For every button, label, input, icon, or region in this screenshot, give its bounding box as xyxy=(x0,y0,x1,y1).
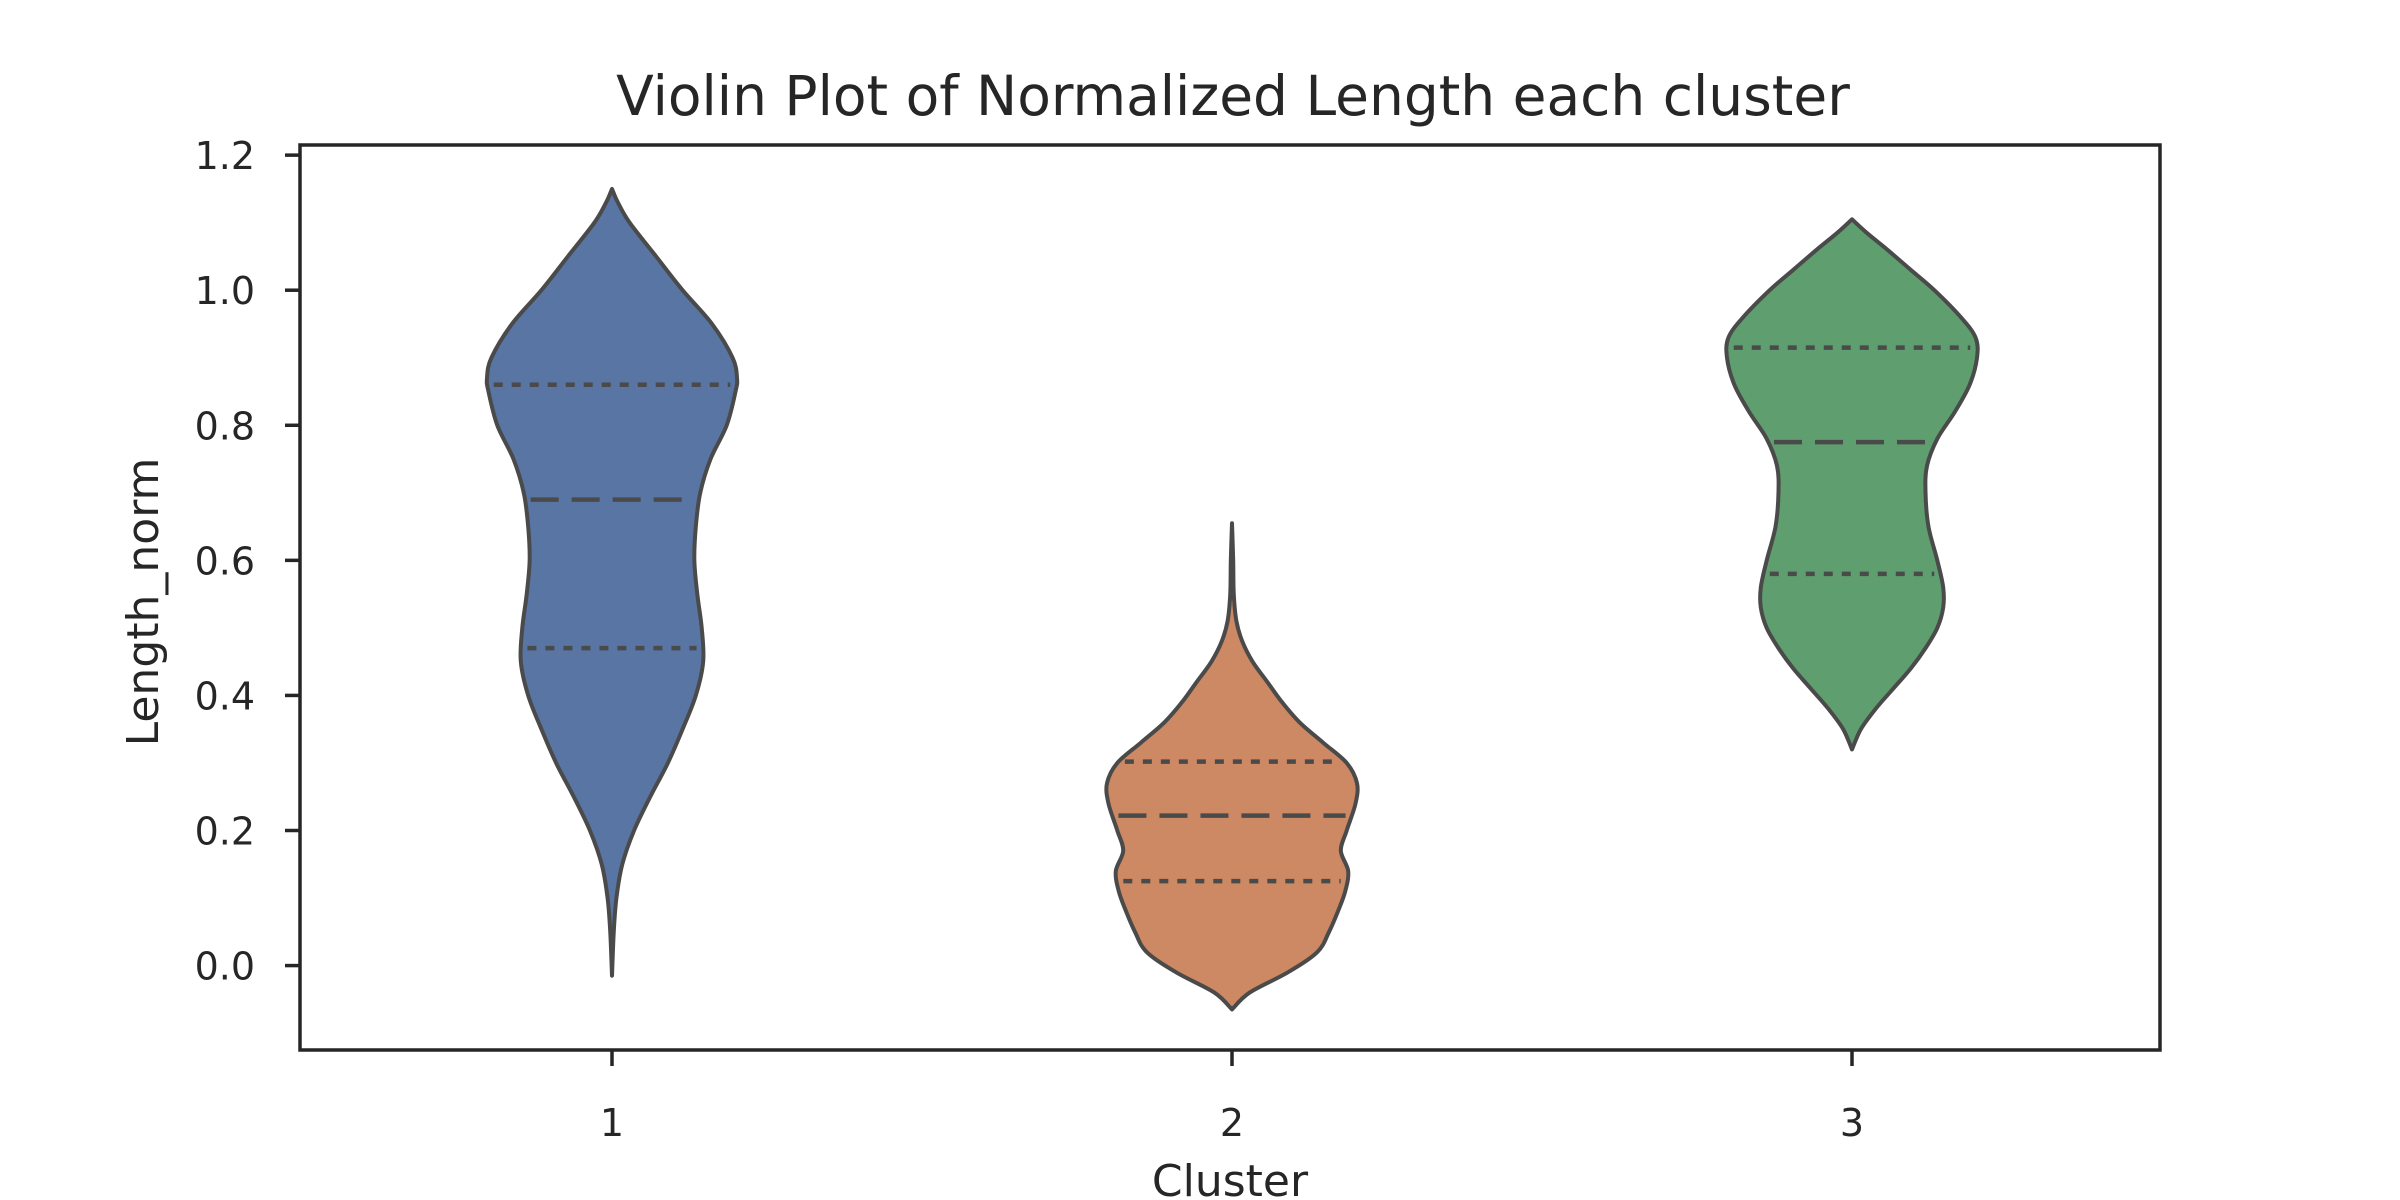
x-tick-label: 1 xyxy=(600,1101,624,1145)
x-tick-label: 2 xyxy=(1220,1101,1244,1145)
plot-frame xyxy=(298,143,2162,1052)
y-tick-label: 0.4 xyxy=(195,674,255,718)
violin-body-2 xyxy=(1104,521,1360,1012)
x-tick-label: 3 xyxy=(1840,1101,1864,1145)
y-tick-label: 0.8 xyxy=(195,404,255,448)
plot-area xyxy=(484,186,1980,1012)
y-tick-label: 1.0 xyxy=(195,269,255,313)
violin-cluster-1 xyxy=(484,186,740,978)
y-tick-label: 0.6 xyxy=(195,539,255,583)
y-tick-label: 0.2 xyxy=(195,810,255,854)
y-tick-label: 0.0 xyxy=(195,945,255,989)
y-axis-label: Length_norm xyxy=(118,458,169,747)
y-tick-label: 1.2 xyxy=(195,134,255,178)
violin-body-3 xyxy=(1724,217,1980,752)
chart-title: Violin Plot of Normalized Length each cl… xyxy=(616,64,1850,128)
violin-cluster-2 xyxy=(1104,521,1360,1012)
y-axis: 0.0 0.2 0.4 0.6 0.8 1.0 1.2 xyxy=(195,134,300,989)
x-axis: 1 2 3 xyxy=(600,1050,1864,1145)
violin-cluster-3 xyxy=(1724,217,1980,752)
x-axis-label: Cluster xyxy=(1152,1156,1309,1200)
